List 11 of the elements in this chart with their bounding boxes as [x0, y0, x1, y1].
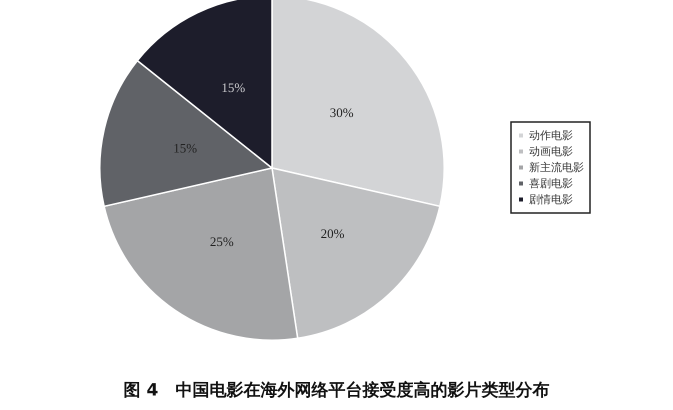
data-label: 30%: [330, 104, 354, 120]
data-label: 15%: [173, 140, 198, 156]
text: 图 4 中国电影在海外网络平台接受度高的影片类型分布: [124, 380, 550, 400]
data-label: 25%: [210, 234, 234, 250]
legend-label: 剧情电影: [529, 193, 573, 206]
legend-label: 新主流电影: [529, 161, 584, 174]
data-label: 20%: [320, 226, 345, 241]
legend-label: 动画电影: [529, 145, 573, 158]
data-label: 15%: [221, 80, 246, 96]
legend-label: 动作电影: [529, 129, 573, 142]
legend-label: 喜剧电影: [529, 177, 573, 190]
